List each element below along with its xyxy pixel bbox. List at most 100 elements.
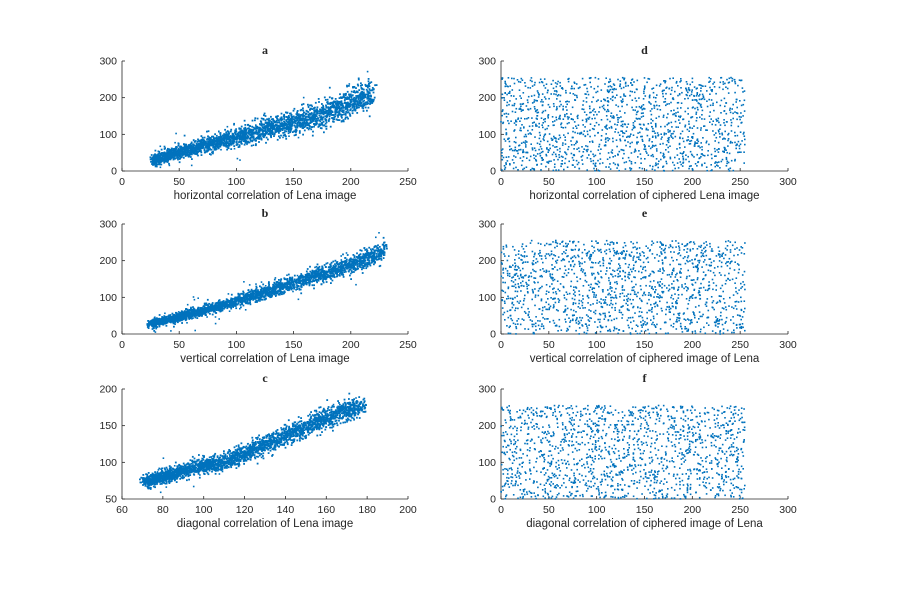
- scatter-point: [338, 113, 340, 116]
- scatter-point: [153, 161, 156, 163]
- scatter-point: [590, 86, 592, 88]
- scatter-point: [192, 150, 195, 153]
- scatter-point: [566, 103, 568, 106]
- scatter-point: [678, 93, 681, 95]
- scatter-point: [576, 117, 579, 120]
- scatter-point: [690, 139, 693, 142]
- scatter-point: [605, 141, 607, 143]
- scatter-point: [202, 146, 205, 149]
- scatter-point: [269, 120, 272, 122]
- scatter-point: [273, 135, 275, 137]
- scatter-point: [687, 113, 689, 115]
- scatter-point: [509, 163, 511, 166]
- scatter-point: [678, 158, 680, 160]
- scatter-point: [292, 109, 295, 112]
- scatter-point: [283, 120, 285, 123]
- scatter-point: [234, 129, 237, 132]
- scatter-point: [643, 77, 646, 79]
- scatter-point: [729, 140, 732, 143]
- scatter-point: [697, 161, 700, 163]
- scatter-point: [520, 129, 522, 132]
- scatter-point: [159, 158, 162, 161]
- scatter-point: [342, 111, 345, 113]
- scatter-point: [150, 154, 153, 156]
- scatter-point: [665, 160, 667, 163]
- scatter-point: [501, 93, 504, 96]
- scatter-point: [508, 122, 510, 125]
- scatter-point: [147, 327, 150, 329]
- scatter-point: [193, 148, 196, 151]
- scatter-point: [738, 147, 741, 150]
- scatter-point: [169, 150, 171, 153]
- scatter-point: [508, 145, 511, 148]
- scatter-point: [513, 122, 516, 124]
- scatter-point: [567, 148, 569, 151]
- scatter-point: [285, 130, 288, 133]
- scatter-point: [617, 121, 619, 123]
- scatter-point: [336, 106, 339, 109]
- scatter-point: [199, 141, 202, 144]
- scatter-point: [336, 108, 338, 111]
- scatter-point: [192, 306, 194, 308]
- scatter-point: [157, 150, 160, 153]
- scatter-point: [521, 103, 524, 105]
- scatter-point: [711, 157, 713, 160]
- scatter-point: [723, 97, 726, 100]
- scatter-point: [587, 117, 589, 120]
- scatter-point: [501, 148, 504, 150]
- scatter-point: [688, 130, 690, 132]
- scatter-point: [346, 84, 348, 87]
- scatter-point: [200, 135, 203, 137]
- scatter-point: [316, 112, 318, 115]
- scatter-point: [357, 78, 360, 81]
- scatter-point: [289, 129, 292, 132]
- scatter-point: [553, 120, 556, 122]
- scatter-point: [227, 133, 229, 136]
- scatter-point: [714, 162, 716, 164]
- scatter-point: [199, 142, 202, 145]
- x-tick-label-b-250: 250: [399, 339, 417, 351]
- scatter-point: [352, 254, 355, 256]
- scatter-point: [519, 95, 521, 97]
- scatter-point: [660, 158, 662, 161]
- scatter-point: [579, 133, 581, 135]
- scatter-point: [344, 106, 347, 109]
- scatter-point: [726, 160, 729, 163]
- scatter-point: [616, 94, 618, 96]
- scatter-point: [588, 116, 591, 119]
- scatter-point: [280, 122, 283, 125]
- scatter-point: [575, 125, 577, 127]
- scatter-point: [326, 112, 329, 115]
- scatter-point: [609, 120, 611, 123]
- scatter-point: [651, 153, 654, 156]
- scatter-point: [709, 80, 711, 83]
- scatter-point: [599, 158, 602, 160]
- scatter-point: [215, 136, 218, 139]
- scatter-point: [355, 105, 358, 107]
- scatter-point: [265, 121, 267, 124]
- scatter-point: [309, 109, 311, 111]
- scatter-point: [539, 152, 541, 155]
- scatter-point: [309, 270, 312, 273]
- scatter-point: [562, 108, 564, 111]
- scatter-point: [507, 113, 510, 115]
- scatter-point: [718, 133, 721, 135]
- scatter-point: [608, 81, 610, 83]
- scatter-point: [606, 118, 609, 121]
- scatter-point: [547, 115, 549, 117]
- scatter-point: [743, 162, 745, 164]
- scatter-point: [305, 116, 308, 118]
- scatter-point: [510, 95, 513, 97]
- scatter-point: [672, 161, 674, 164]
- scatter-point: [315, 110, 317, 113]
- scatter-point: [568, 116, 570, 119]
- scatter-point: [646, 81, 648, 84]
- scatter-point: [738, 79, 741, 81]
- scatter-point: [285, 120, 288, 123]
- scatter-point: [585, 119, 588, 122]
- scatter-point: [311, 117, 314, 119]
- scatter-point: [328, 96, 331, 99]
- panel-title-a: a: [262, 43, 268, 57]
- scatter-point: [620, 130, 622, 132]
- scatter-point: [360, 102, 363, 105]
